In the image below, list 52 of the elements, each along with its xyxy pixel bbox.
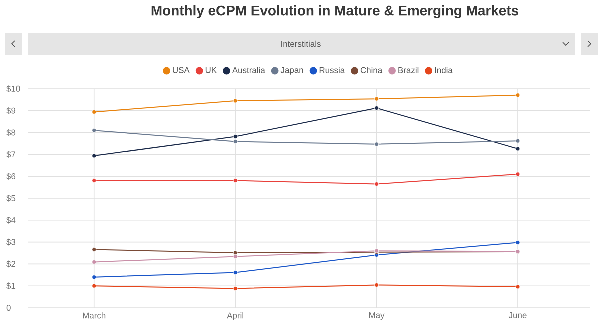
legend-label: Russia [320,67,346,74]
y-tick-label: $7 [6,151,16,158]
x-tick-label: May [369,312,385,320]
point [92,275,97,280]
point [233,250,238,256]
x-tick-label: June [508,312,527,318]
legend-label: Brazil [398,67,419,74]
point [233,98,238,104]
legend-label: USA [173,67,190,74]
point [233,254,238,259]
point [233,286,238,291]
legend-label: China [360,67,383,74]
y-tick-label: $8 [6,129,16,136]
y-tick-label: $2 [6,260,16,268]
point [92,110,97,114]
chart-title: Monthly eCPM Evolution in Mature & Emerging Markets [152,5,518,19]
y-tick-label: 0 [6,305,11,311]
legend-label: India [435,67,453,74]
point [92,128,97,133]
point [516,240,520,245]
point [516,172,520,177]
legend-label: Australia [232,67,266,74]
y-tick-label: $4 [6,216,16,224]
point [374,283,379,288]
point [92,178,97,183]
chart-subtitle: Interstitials [282,40,321,48]
point [374,96,379,102]
point [92,260,97,264]
y-tick-label: $9 [6,107,16,114]
x-tick-label: March [83,312,106,319]
y-tick-label: $3 [6,238,16,246]
point [92,154,97,158]
point [92,248,97,252]
point [92,284,97,288]
point [516,284,520,290]
point [374,182,379,186]
point [374,142,379,147]
point [516,146,520,152]
y-tick-label: $6 [6,173,16,180]
legend-label: Japan [280,67,304,75]
point [233,140,238,144]
point [516,138,520,144]
y-tick-label: $1 [6,282,16,290]
point [233,270,238,275]
point [233,178,238,183]
point [516,93,520,98]
point [233,134,238,139]
point [374,106,379,110]
y-tick-label: $10 [6,86,20,92]
legend-label: UK [206,67,217,74]
x-tick-label: April [227,312,244,320]
y-tick-label: $5 [6,195,16,202]
